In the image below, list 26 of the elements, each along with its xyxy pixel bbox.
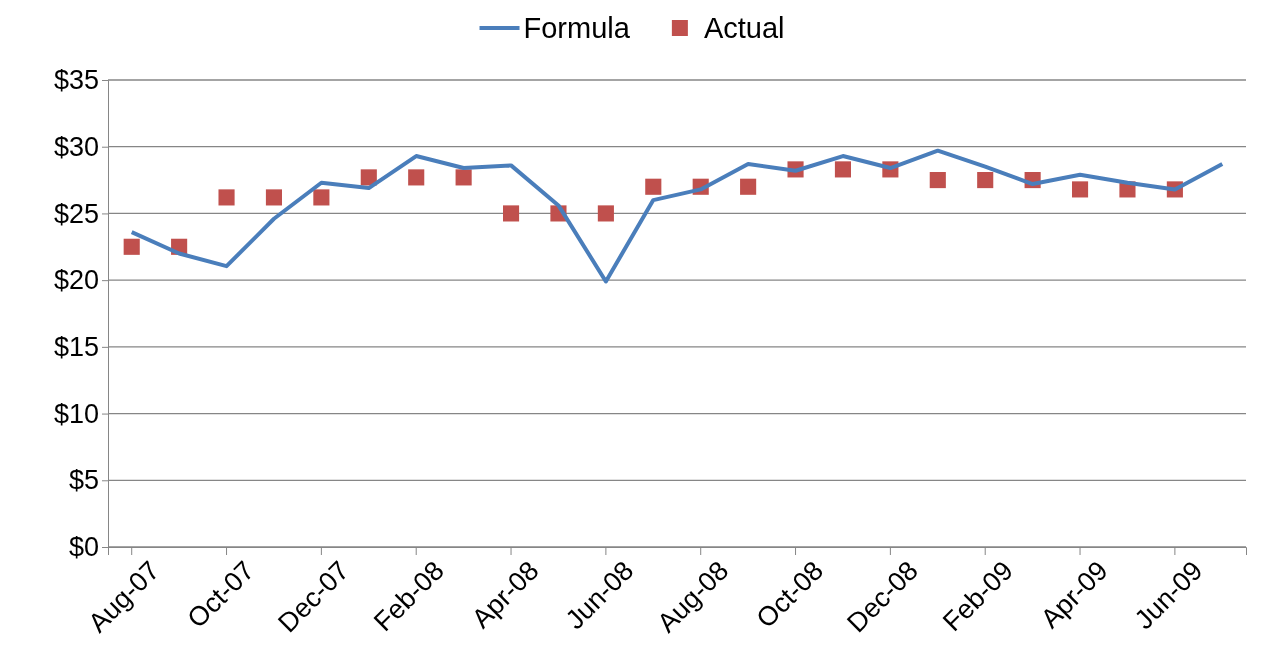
legend-label: Formula [523,12,631,44]
point [502,205,520,222]
point [645,178,662,195]
y-tick-label: $15 [53,332,99,362]
y-tick-label: $10 [53,398,99,429]
y-tick-label: $35 [53,65,99,96]
y-tick-label: $0 [68,532,99,563]
y-tick-label: $5 [68,465,99,496]
y-tick-label: $20 [53,265,99,296]
point [977,172,994,189]
point [834,161,852,178]
point [123,238,140,255]
point [597,205,614,222]
point [455,169,472,186]
y-tick-label: $30 [53,131,99,162]
point [1071,181,1089,198]
point [218,189,235,206]
point [360,169,377,186]
line-series [129,148,1225,284]
point [740,178,757,195]
point [929,172,946,189]
legend-label: Actual [703,12,785,44]
point [408,169,425,186]
point [313,189,330,206]
y-tick-label: $25 [53,198,99,229]
point [265,189,283,206]
